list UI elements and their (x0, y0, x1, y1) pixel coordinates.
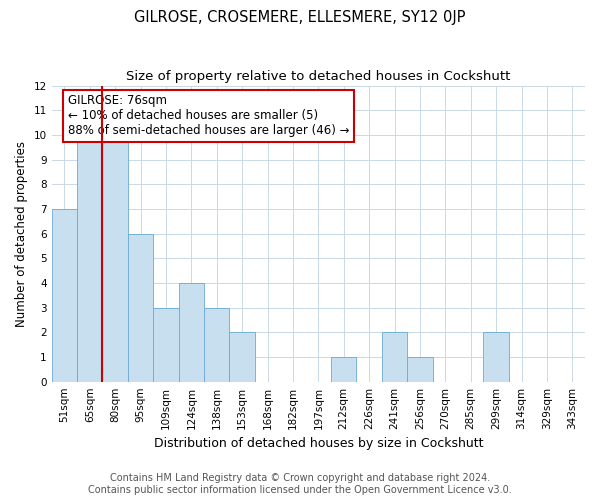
Bar (103, 135, 128, 382)
Bar (407, 357, 433, 382)
Title: Size of property relative to detached houses in Cockshutt: Size of property relative to detached ho… (126, 70, 511, 83)
Bar (331, 357, 356, 382)
Bar (153, 308, 179, 382)
Bar (77, 135, 103, 382)
X-axis label: Distribution of detached houses by size in Cockshutt: Distribution of detached houses by size … (154, 437, 483, 450)
Y-axis label: Number of detached properties: Number of detached properties (15, 140, 28, 326)
Bar (179, 283, 204, 382)
Bar (484, 332, 509, 382)
Text: GILROSE: 76sqm
← 10% of detached houses are smaller (5)
88% of semi-detached hou: GILROSE: 76sqm ← 10% of detached houses … (68, 94, 349, 138)
Text: Contains HM Land Registry data © Crown copyright and database right 2024.
Contai: Contains HM Land Registry data © Crown c… (88, 474, 512, 495)
Bar (229, 332, 255, 382)
Bar (382, 332, 407, 382)
Bar (128, 234, 153, 382)
Text: GILROSE, CROSEMERE, ELLESMERE, SY12 0JP: GILROSE, CROSEMERE, ELLESMERE, SY12 0JP (134, 10, 466, 25)
Bar (52, 209, 77, 382)
Bar (204, 308, 229, 382)
